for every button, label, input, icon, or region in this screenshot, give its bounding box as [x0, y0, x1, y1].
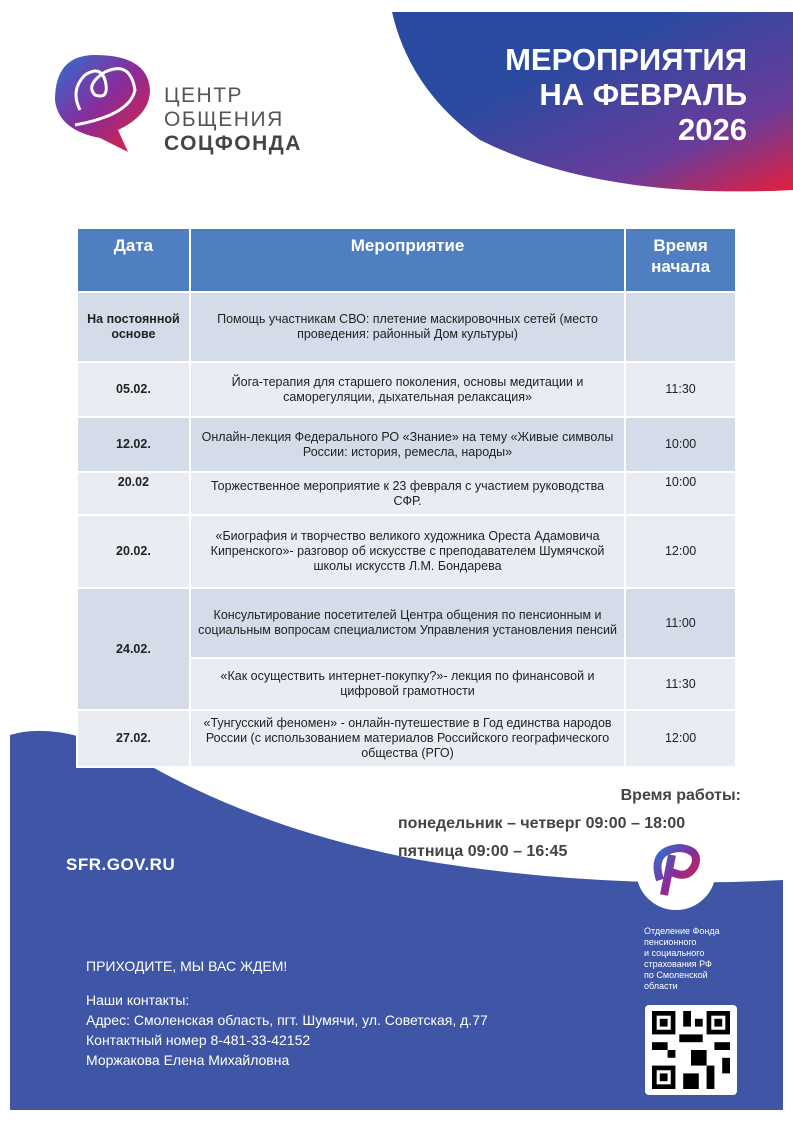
working-hours: Время работы: понедельник – четверг 09:0… [398, 782, 741, 866]
logo-line: СОЦФОНДА [164, 132, 302, 155]
title-year: 2026 [678, 112, 747, 147]
contacts: Наши контакты: Адрес: Смоленская область… [86, 990, 488, 1070]
header-time: Время начала [624, 227, 737, 293]
events-table: Дата Мероприятие Время начала На постоян… [76, 227, 737, 768]
contact-person: Моржакова Елена Михайловна [86, 1052, 290, 1068]
sfr-branch-name: Отделение Фонда пенсионного и социальног… [644, 926, 744, 992]
event-cell: «Тунгусский феномен» - онлайн-путешестви… [188, 709, 627, 768]
hours-friday: пятница 09:00 – 16:45 [398, 843, 568, 860]
hours-weekdays: понедельник – четверг 09:00 – 18:00 [398, 815, 686, 832]
footer-blue-shape [10, 730, 783, 1110]
logo-line: ОБЩЕНИЯ [164, 108, 284, 131]
contacts-title: Наши контакты: [86, 992, 190, 1008]
event-cell: Торжественное мероприятие к 23 февраля с… [188, 471, 627, 516]
event-cell: Онлайн-лекция Федерального РО «Знание» н… [188, 416, 627, 473]
qr-code-icon[interactable] [645, 1005, 737, 1095]
time-cell: 11:00 [624, 587, 737, 659]
time-cell [624, 291, 737, 363]
table-row: 27.02. «Тунгусский феномен» - онлайн-путе… [76, 709, 737, 768]
logo-text: ЦЕНТР ОБЩЕНИЯ СОЦФОНДА [164, 84, 302, 156]
table-row: 24.02. Консультирование посетителей Центр… [76, 587, 737, 711]
hours-title: Время работы: [620, 787, 741, 804]
logo-line: ЦЕНТР [164, 84, 244, 107]
time-cell: 12:00 [624, 709, 737, 768]
date-cell: 27.02. [76, 709, 191, 768]
phone: Контактный номер 8-481-33-42152 [86, 1032, 311, 1048]
sfr-line: области [644, 981, 678, 991]
table-row: На постоянной основе Помощь участникам СВ… [76, 291, 737, 363]
address: Адрес: Смоленская область, пгт. Шумячи, … [86, 1012, 488, 1028]
sfr-line: по Смоленской [644, 970, 708, 980]
time-cell: 10:00 [624, 416, 737, 473]
event-cell: Консультирование посетителей Центра обще… [188, 587, 627, 659]
date-cell: 05.02. [76, 361, 191, 418]
table-header-row: Дата Мероприятие Время начала [76, 227, 737, 293]
event-cell: «Как осуществить интернет-покупку?»- лек… [188, 657, 627, 711]
header-event: Мероприятие [188, 227, 627, 293]
time-cell: 11:30 [624, 361, 737, 418]
center-logo-icon [55, 55, 150, 152]
title-line: МЕРОПРИЯТИЯ [505, 42, 747, 77]
table-row: 12.02. Онлайн-лекция Федерального РО «Зна… [76, 416, 737, 473]
event-cell: Помощь участникам СВО: плетение маскиров… [188, 291, 627, 363]
time-cell: 10:00 [624, 471, 737, 516]
date-cell: 24.02. [76, 587, 191, 711]
date-cell: 12.02. [76, 416, 191, 473]
table-row: 20.02 Торжественное мероприятие к 23 февр… [76, 471, 737, 516]
table-row: 05.02. Йога-терапия для старшего поколени… [76, 361, 737, 418]
page-title: МЕРОПРИЯТИЯ НА ФЕВРАЛЬ 2026 [505, 42, 747, 147]
event-cell: «Биография и творчество великого художни… [188, 514, 627, 589]
date-cell: 20.02 [76, 471, 191, 516]
sfr-line: и социального [644, 948, 705, 958]
time-cell: 12:00 [624, 514, 737, 589]
event-cell: Йога-терапия для старшего поколения, осн… [188, 361, 627, 418]
sfr-line: страхования РФ [644, 959, 712, 969]
sfr-line: Отделение Фонда [644, 926, 720, 936]
title-line: НА ФЕВРАЛЬ [539, 77, 747, 112]
welcome-text: ПРИХОДИТЕ, МЫ ВАС ЖДЕМ! [86, 958, 288, 974]
time-cell: 11:30 [624, 657, 737, 711]
table-row: 20.02. «Биография и творчество великого х… [76, 514, 737, 589]
sfr-logo-icon [653, 843, 700, 896]
date-cell: На постоянной основе [76, 291, 191, 363]
sfr-line: пенсионного [644, 937, 697, 947]
date-cell: 20.02. [76, 514, 191, 589]
table-row: «Как осуществить интернет-покупку?»- лек… [77, 657, 737, 711]
header-date: Дата [76, 227, 191, 293]
website-link[interactable]: SFR.GOV.RU [66, 855, 176, 874]
header-gradient-shape [392, 12, 793, 192]
